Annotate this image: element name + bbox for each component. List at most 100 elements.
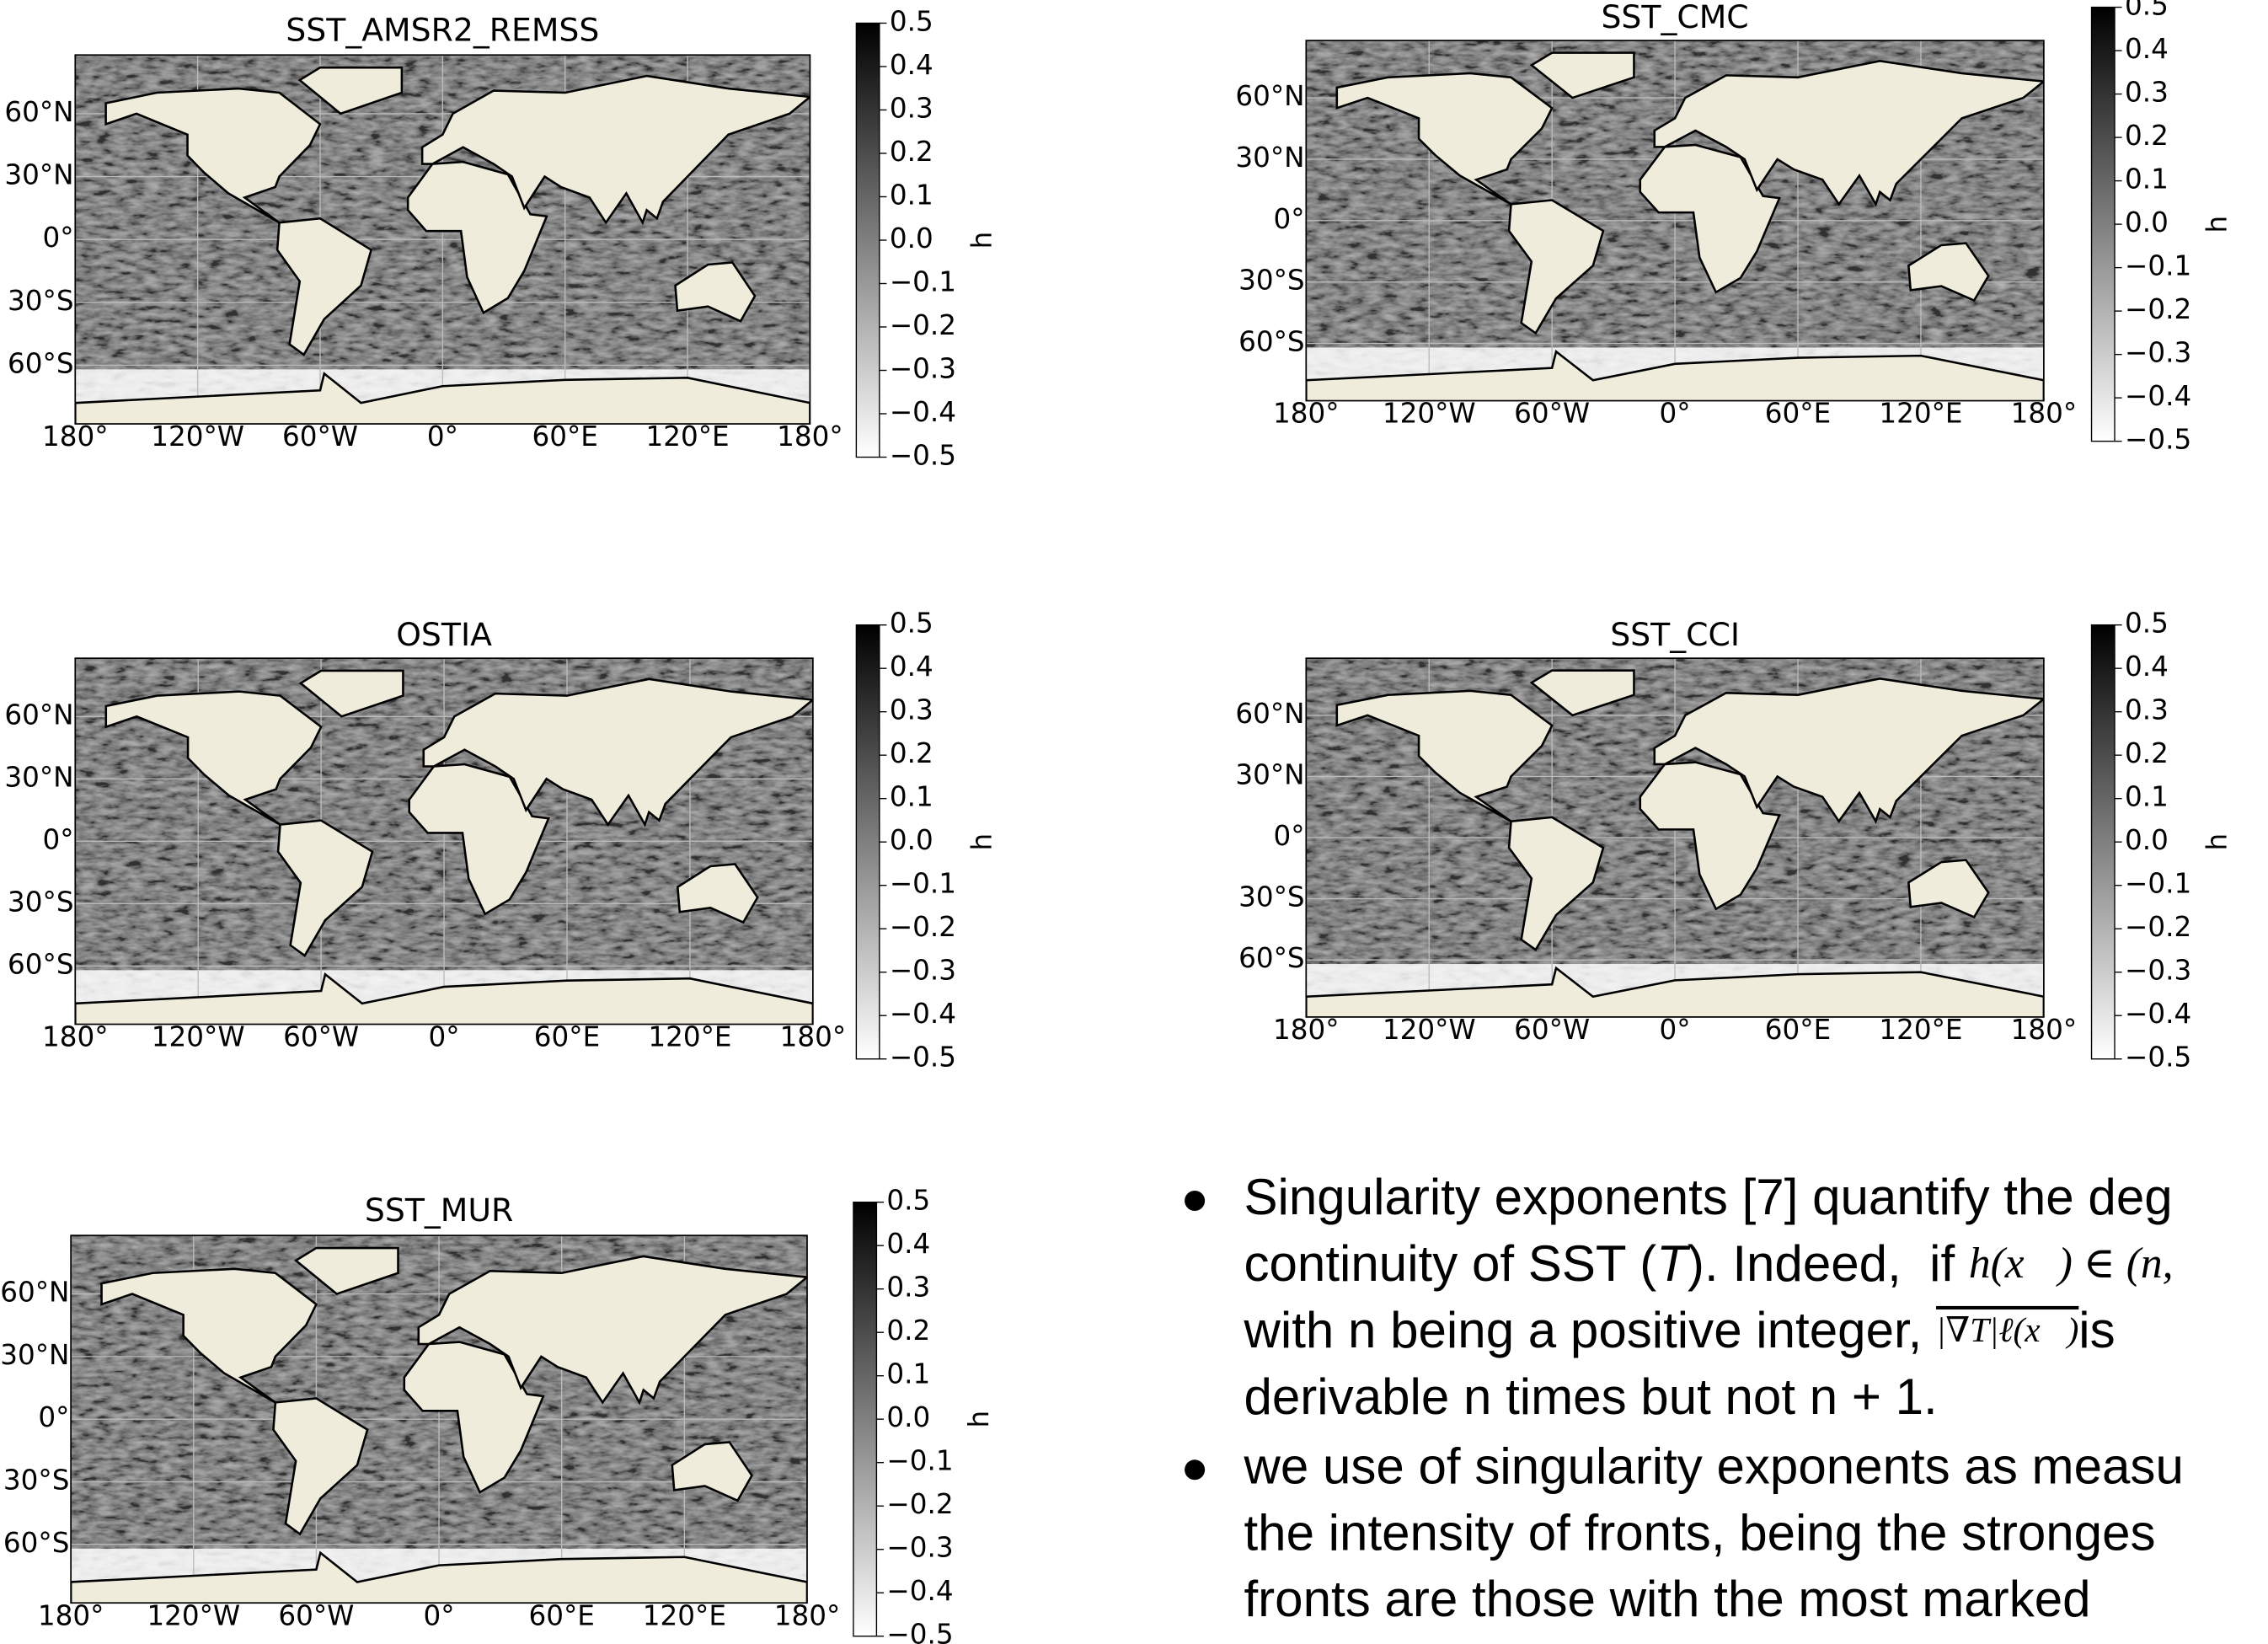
colorbar-tick-label: −0.5	[886, 1619, 953, 1644]
x-tick-label: 0°	[1660, 398, 1691, 430]
bullet-line: fronts are those with the most marked	[1244, 1571, 2090, 1627]
y-tick-label: 30°N	[0, 1339, 69, 1371]
y-tick-label: 0°	[1274, 203, 1305, 235]
colorbar-tick-label: −0.1	[890, 868, 956, 900]
colorbar-tick-label: −0.1	[890, 265, 956, 297]
colorbar-tick-label: 0.5	[2125, 0, 2169, 22]
x-tick-label: 60°E	[529, 1599, 595, 1631]
y-tick-label: 30°N	[4, 761, 73, 793]
colorbar-tick-label: −0.5	[890, 440, 956, 472]
x-tick-label: 0°	[429, 1021, 460, 1053]
text-segment: T	[1656, 1235, 1691, 1292]
colorbar-tick-label: 0.1	[890, 179, 933, 211]
bullet-dot	[1185, 1191, 1205, 1211]
colorbar	[856, 23, 879, 457]
y-tick-label: 0°	[1274, 820, 1305, 852]
y-tick-label: 60°S	[3, 1527, 70, 1559]
colorbar-label: h	[2201, 833, 2233, 851]
bullet-line: derivable n times but not n + 1.	[1244, 1368, 1937, 1425]
y-tick-label: 30°S	[3, 1465, 70, 1497]
x-tick-label: 0°	[427, 420, 458, 453]
colorbar	[853, 1202, 876, 1636]
colorbar-tick-label: 0.4	[890, 49, 933, 81]
colorbar-tick-label: 0.0	[890, 824, 933, 856]
colorbar-tick-label: 0.0	[2125, 824, 2169, 856]
text-segment: the intensity of fronts, being the stron…	[1244, 1504, 2155, 1561]
colorbar-tick-label: −0.3	[2125, 955, 2191, 987]
x-tick-label: 120°E	[1879, 1014, 1962, 1046]
y-tick-label: 0°	[43, 222, 74, 254]
colorbar-tick-label: 0.1	[886, 1358, 930, 1390]
y-tick-label: 30°N	[1235, 142, 1304, 174]
text-segment: |∇T|ℓ(x⃗)	[1936, 1310, 2078, 1350]
y-tick-label: 60°N	[0, 1277, 69, 1309]
colorbar-tick-label: 0.2	[890, 737, 933, 769]
colorbar-tick-label: −0.1	[886, 1445, 953, 1477]
colorbar	[856, 625, 879, 1059]
colorbar	[2092, 625, 2115, 1059]
text-segment: fronts are those with the most marked	[1244, 1571, 2090, 1627]
map-title: SST_AMSR2_REMSS	[286, 11, 599, 48]
x-tick-label: 120°E	[1879, 398, 1962, 430]
colorbar-tick-label: 0.2	[886, 1315, 930, 1347]
x-tick-label: 60°W	[1514, 398, 1590, 430]
colorbar-tick-label: 0.1	[2125, 781, 2169, 813]
colorbar-tick-label: −0.2	[2125, 911, 2191, 943]
x-tick-label: 180°	[1273, 398, 1340, 430]
colorbar-tick-label: −0.3	[886, 1532, 953, 1564]
colorbar-tick-label: −0.2	[2125, 293, 2191, 325]
colorbar-tick-label: 0.2	[890, 136, 933, 168]
colorbar-tick-label: −0.2	[890, 309, 956, 341]
colorbar-tick-label: −0.5	[2125, 1042, 2191, 1074]
map-title: SST_MUR	[365, 1191, 513, 1229]
x-tick-label: 180°	[42, 420, 109, 453]
colorbar-label: h	[963, 1411, 995, 1428]
y-tick-label: 30°N	[1235, 758, 1304, 790]
y-tick-label: 30°N	[4, 159, 73, 191]
colorbar-tick-label: −0.4	[890, 396, 956, 428]
colorbar-tick-label: 0.0	[886, 1401, 930, 1433]
map-area	[1306, 40, 2044, 415]
x-tick-label: 120°W	[1383, 1014, 1476, 1046]
y-tick-label: 60°S	[8, 347, 74, 379]
x-tick-label: 60°E	[534, 1021, 600, 1053]
x-tick-label: 120°W	[151, 420, 244, 453]
y-tick-label: 60°N	[4, 699, 73, 731]
x-tick-label: 60°E	[1765, 1014, 1831, 1046]
y-tick-label: 60°N	[4, 96, 73, 128]
bullet-dot	[1185, 1459, 1205, 1480]
x-tick-label: 180°	[774, 1599, 841, 1631]
colorbar-tick-label: 0.0	[2125, 206, 2169, 238]
map-area	[75, 55, 810, 438]
x-tick-label: 60°W	[282, 420, 358, 453]
x-tick-label: 60°W	[1514, 1014, 1590, 1046]
map-title: SST_CCI	[1610, 616, 1740, 653]
y-tick-label: 0°	[38, 1401, 69, 1433]
colorbar-tick-label: 0.4	[886, 1228, 930, 1260]
map-area	[1306, 658, 2044, 1031]
y-tick-label: 30°S	[8, 285, 74, 317]
text-segment: we use of singularity exponents as measu	[1243, 1438, 2183, 1494]
y-tick-label: 60°S	[1238, 942, 1305, 974]
colorbar-tick-label: −0.3	[890, 955, 956, 987]
colorbar-label: h	[2201, 216, 2233, 233]
y-tick-label: 60°S	[8, 948, 74, 980]
colorbar-tick-label: −0.3	[2125, 337, 2191, 369]
x-tick-label: 120°W	[1383, 398, 1476, 430]
map-area	[71, 1235, 807, 1617]
page: SST_AMSR2_REMSS 180° 120°W 60°W 0° 60°E 120°E 1…	[0, 0, 2268, 1644]
x-tick-label: 180°	[1273, 1014, 1340, 1046]
colorbar-tick-label: 0.1	[890, 781, 933, 813]
x-tick-label: 180°	[38, 1599, 104, 1631]
colorbar-tick-label: 0.2	[2125, 120, 2169, 152]
colorbar-tick-label: −0.4	[2125, 380, 2191, 412]
colorbar-tick-label: 0.5	[886, 1185, 930, 1217]
map-title: OSTIA	[396, 616, 492, 653]
colorbar-tick-label: −0.3	[890, 353, 956, 385]
y-tick-label: 30°S	[1238, 881, 1305, 913]
colorbar-tick-label: 0.3	[890, 694, 933, 726]
x-tick-label: 60°E	[1765, 398, 1831, 430]
